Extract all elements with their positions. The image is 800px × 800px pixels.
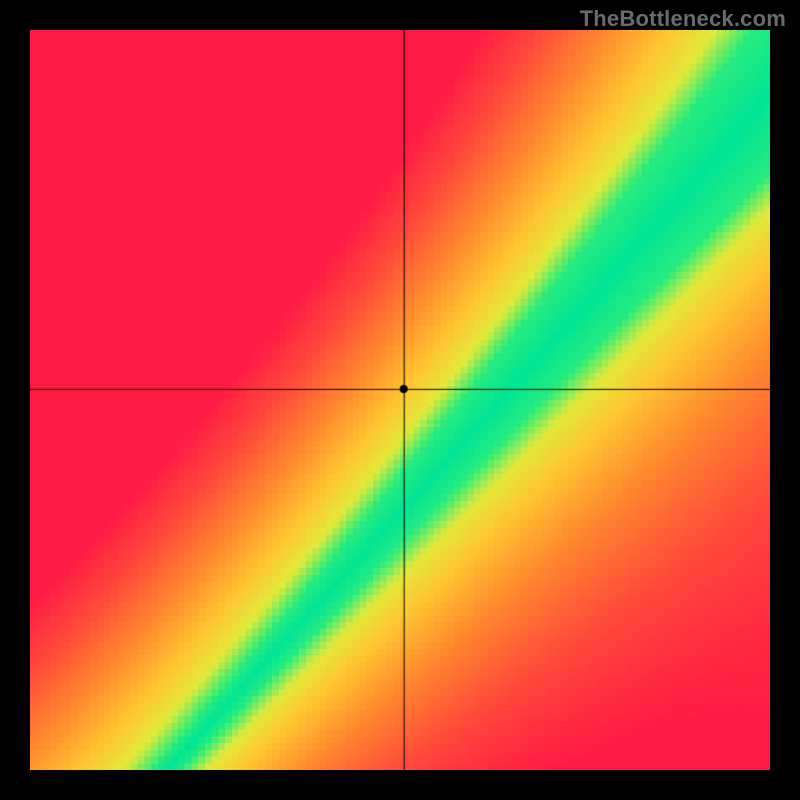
heatmap-canvas [30,30,770,770]
heatmap-plot [30,30,770,770]
watermark-text: TheBottleneck.com [580,6,786,32]
chart-container: TheBottleneck.com [0,0,800,800]
